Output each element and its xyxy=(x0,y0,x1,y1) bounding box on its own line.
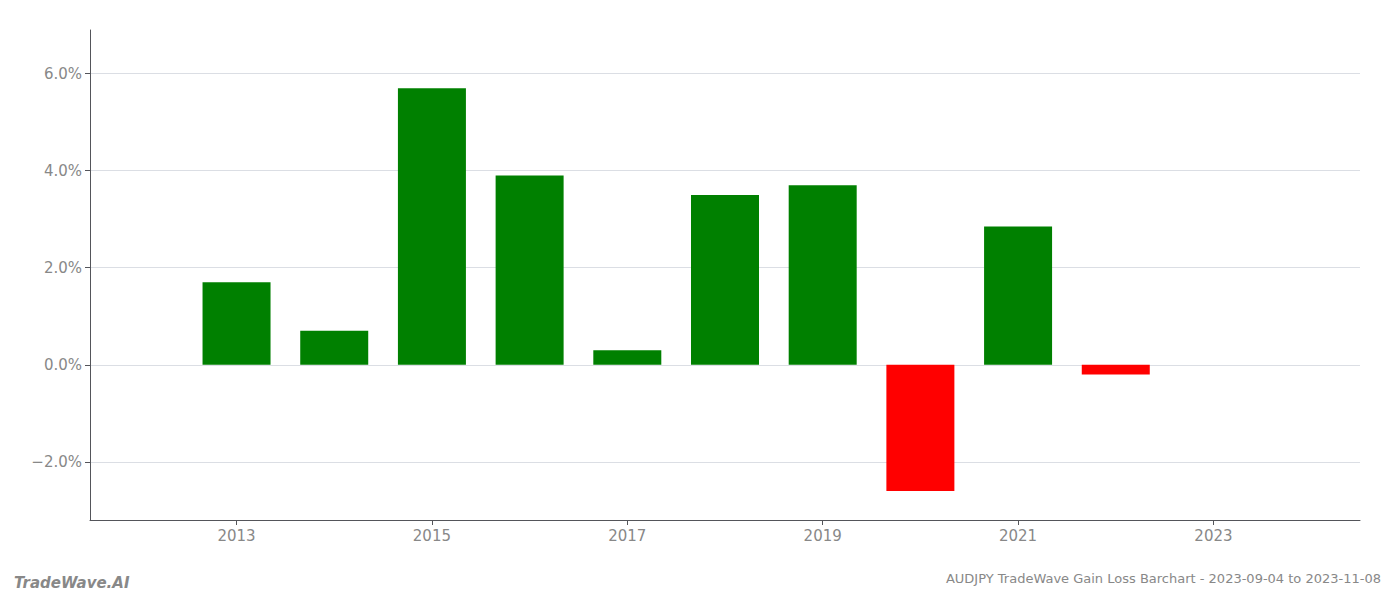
svg-text:2019: 2019 xyxy=(804,527,842,545)
svg-text:2.0%: 2.0% xyxy=(44,259,82,277)
svg-text:6.0%: 6.0% xyxy=(44,65,82,83)
svg-text:TradeWave.AI: TradeWave.AI xyxy=(14,574,130,592)
svg-text:2023: 2023 xyxy=(1194,527,1232,545)
svg-text:2017: 2017 xyxy=(608,527,646,545)
svg-text:4.0%: 4.0% xyxy=(44,162,82,180)
svg-text:2013: 2013 xyxy=(217,527,255,545)
svg-text:−2.0%: −2.0% xyxy=(31,453,82,471)
svg-text:AUDJPY TradeWave Gain Loss Bar: AUDJPY TradeWave Gain Loss Barchart - 20… xyxy=(946,571,1381,586)
svg-text:0.0%: 0.0% xyxy=(44,356,82,374)
svg-text:2021: 2021 xyxy=(999,527,1037,545)
svg-text:2015: 2015 xyxy=(413,527,451,545)
